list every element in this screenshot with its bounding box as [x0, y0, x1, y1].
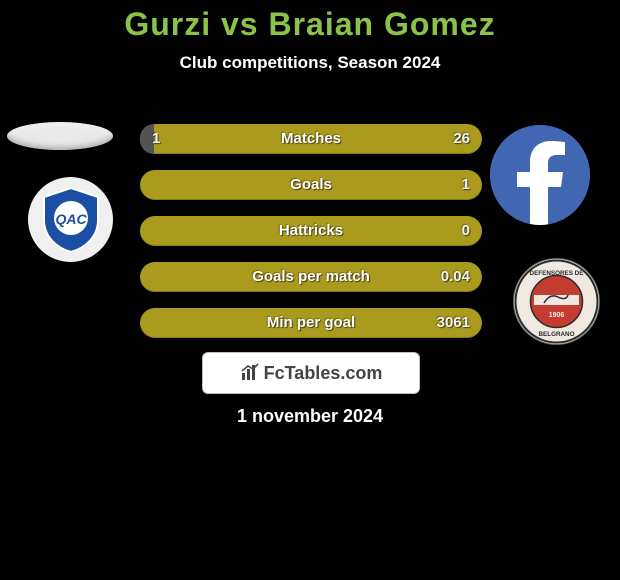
stat-row: Goals per match0.04	[140, 262, 482, 292]
stat-row: Hattricks0	[140, 216, 482, 246]
stat-label: Matches	[140, 124, 482, 154]
player-left-club-badge: QAC	[28, 177, 113, 262]
stat-row: 1Matches26	[140, 124, 482, 154]
svg-text:DEFENSORES DE: DEFENSORES DE	[530, 270, 584, 277]
player-right-club-badge: DEFENSORES DE BELGRANO 1906	[513, 258, 600, 345]
stat-row: Goals1	[140, 170, 482, 200]
stat-value-right: 1	[462, 170, 470, 200]
qac-shield-icon: QAC	[36, 185, 106, 255]
stat-label: Goals	[140, 170, 482, 200]
source-badge: FcTables.com	[202, 352, 420, 394]
stat-row: Min per goal3061	[140, 308, 482, 338]
stat-label: Min per goal	[140, 308, 482, 338]
chart-icon	[240, 362, 260, 382]
subtitle: Club competitions, Season 2024	[0, 53, 620, 73]
stat-value-right: 26	[453, 124, 470, 154]
defensores-badge-icon: DEFENSORES DE BELGRANO 1906	[514, 259, 599, 344]
date-text: 1 november 2024	[0, 406, 620, 427]
stat-label: Goals per match	[140, 262, 482, 292]
qac-text: QAC	[55, 211, 87, 227]
stat-value-right: 0	[462, 216, 470, 246]
source-label: FcTables.com	[264, 363, 383, 383]
stat-value-right: 0.04	[441, 262, 470, 292]
stat-value-right: 3061	[437, 308, 470, 338]
stats-bars: 1Matches26Goals1Hattricks0Goals per matc…	[140, 124, 482, 354]
player-right-avatar	[490, 125, 590, 225]
comparison-card: Gurzi vs Braian Gomez Club competitions,…	[0, 0, 620, 580]
stat-label: Hattricks	[140, 216, 482, 246]
page-title: Gurzi vs Braian Gomez	[0, 0, 620, 43]
facebook-icon	[490, 125, 590, 225]
svg-text:1906: 1906	[549, 312, 565, 319]
svg-text:BELGRANO: BELGRANO	[538, 331, 574, 338]
player-left-avatar	[7, 122, 113, 150]
